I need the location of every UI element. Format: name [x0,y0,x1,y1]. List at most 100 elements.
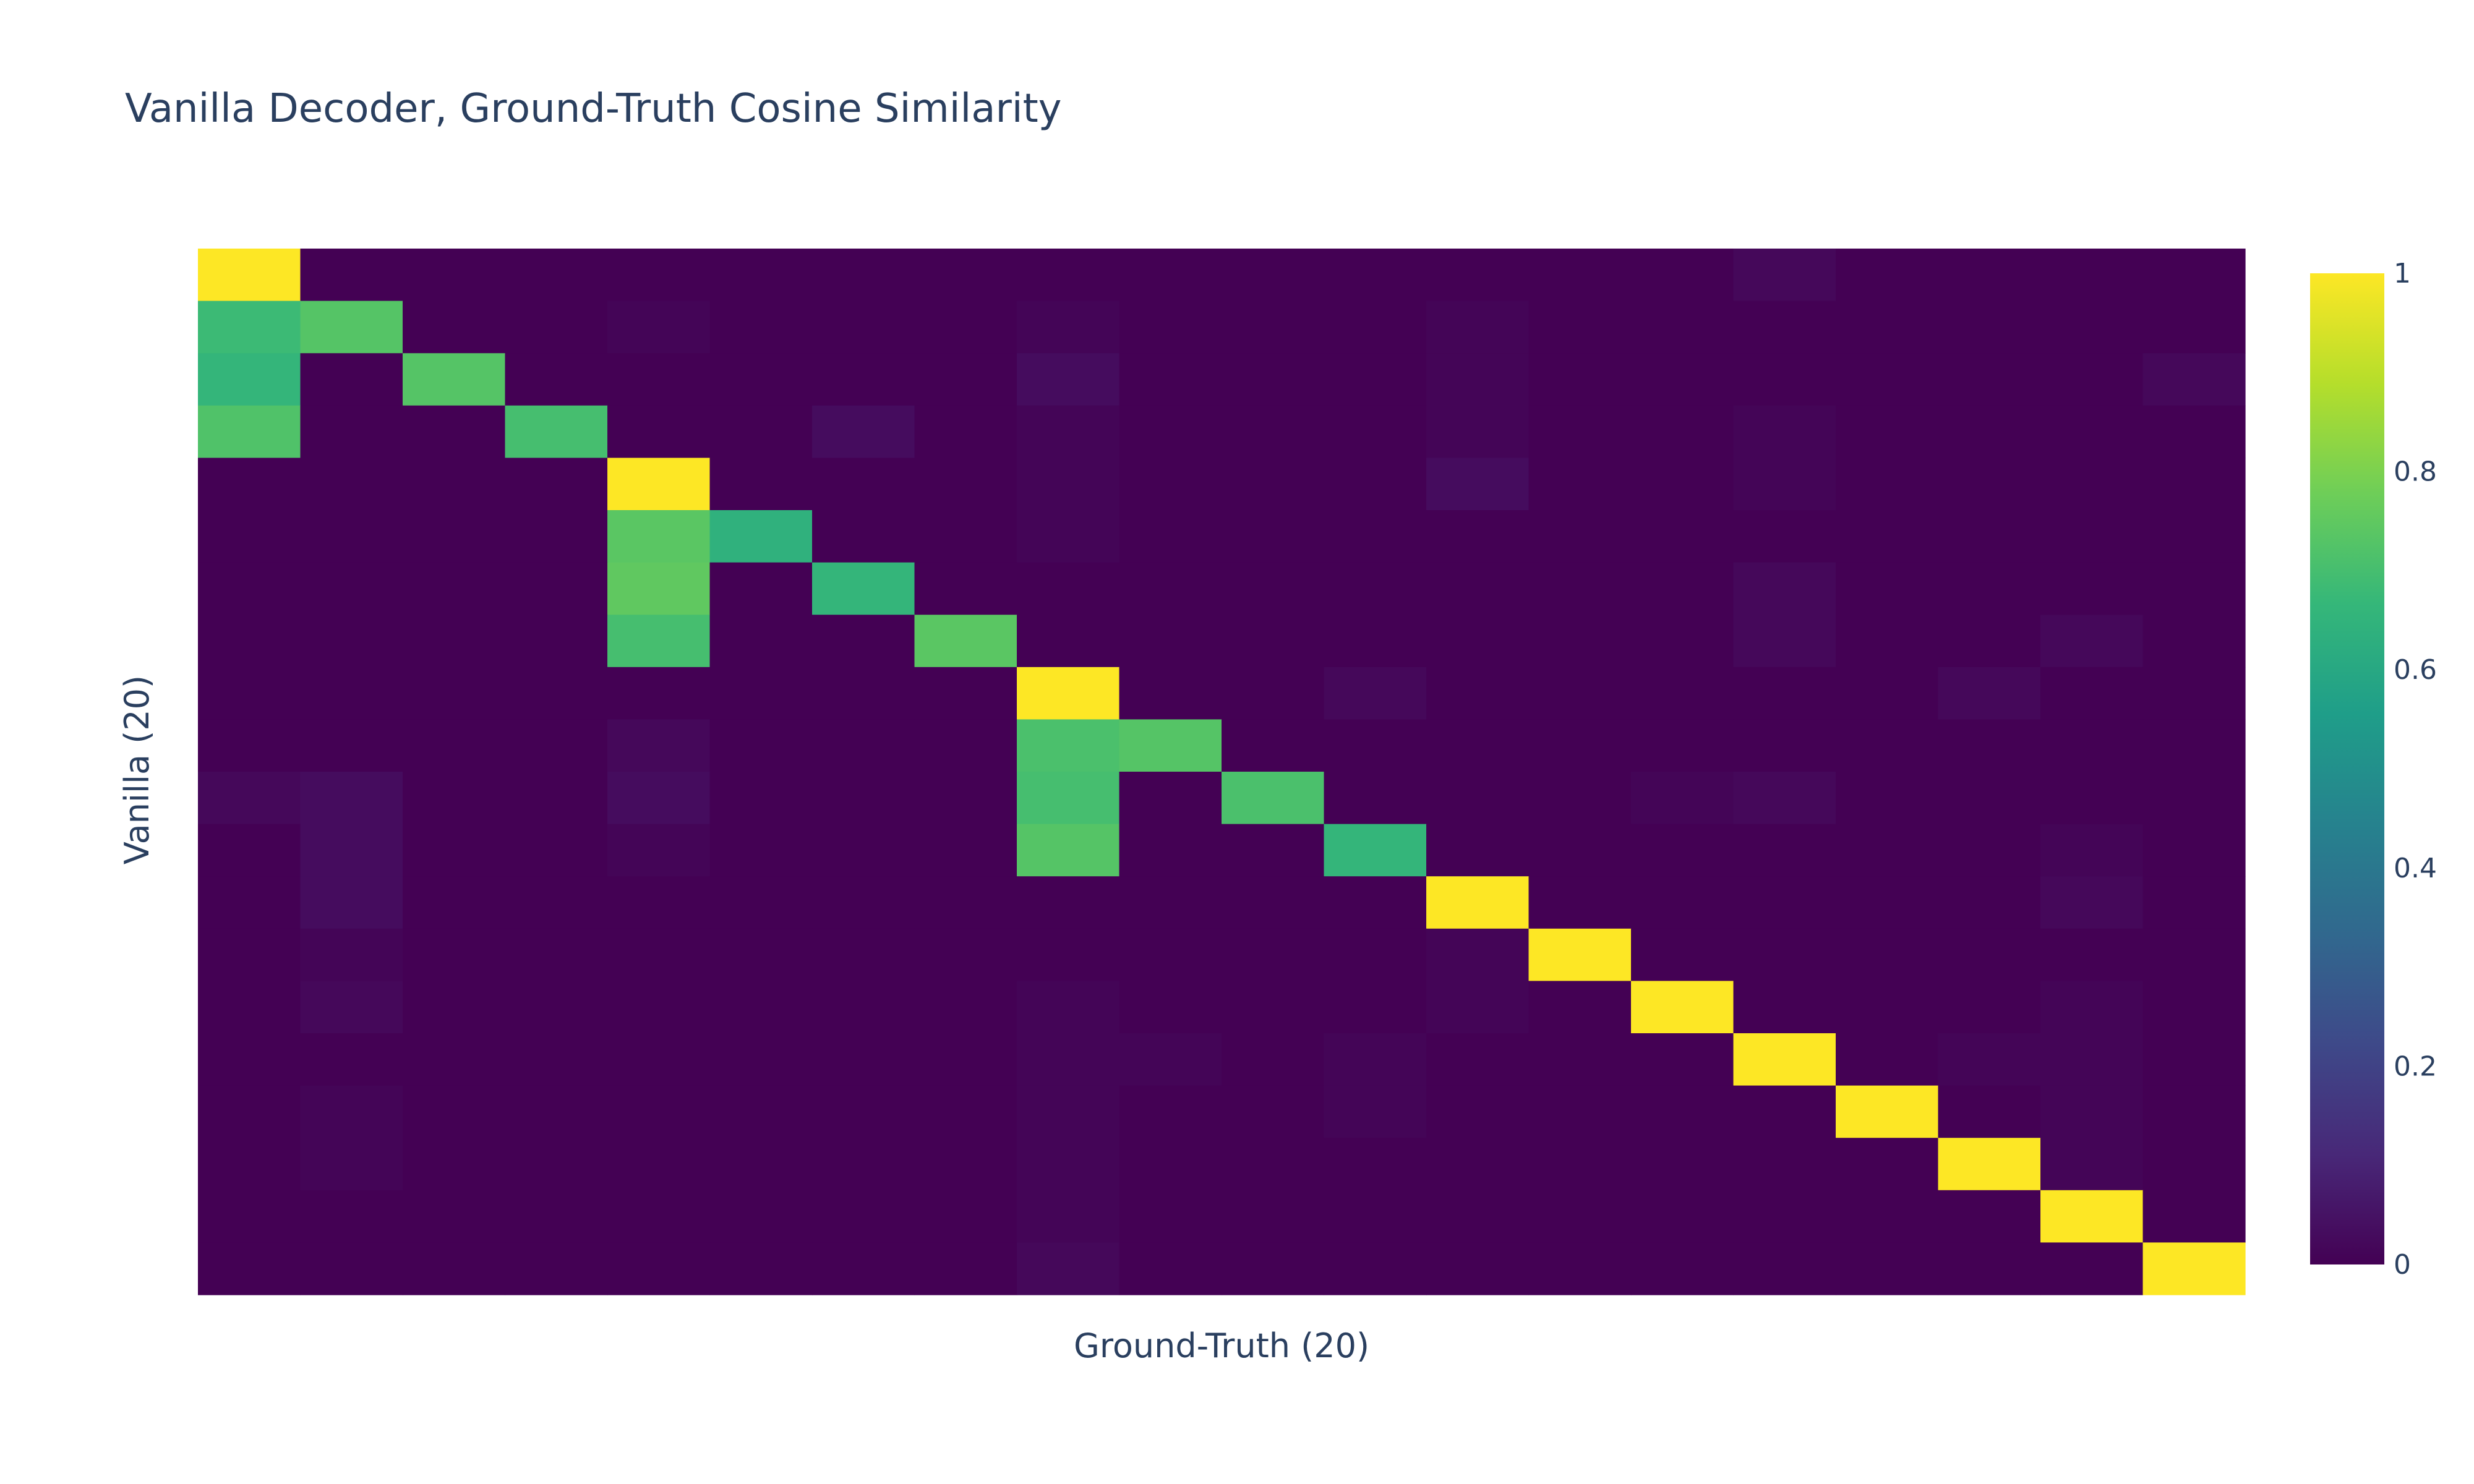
heatmap-cell [1733,458,1836,511]
heatmap-cell [1222,719,1325,772]
heatmap-cell [198,981,301,1034]
heatmap-cell [1324,562,1427,615]
heatmap-cell [1938,928,2041,981]
heatmap-cell [812,1085,915,1138]
heatmap-cell [1324,719,1427,772]
heatmap-cell [2040,928,2144,981]
heatmap-cell [1733,1138,1836,1191]
heatmap-cell [1324,876,1427,929]
heatmap-cell [1733,510,1836,563]
heatmap-cell [1528,824,1632,877]
heatmap-cell [607,353,711,406]
heatmap-cell [2142,562,2246,615]
heatmap-cell [198,301,301,354]
heatmap-cell [1426,510,1530,563]
heatmap-cell [2040,1085,2144,1138]
heatmap-cell [1938,1085,2041,1138]
heatmap-cell [1631,719,1734,772]
heatmap-cell [1222,405,1325,458]
heatmap-cell [1938,876,2041,929]
heatmap-cell [1528,719,1632,772]
heatmap-cell [300,1033,403,1086]
heatmap-cell [403,353,506,406]
heatmap-cell [300,353,403,406]
heatmap-cell [198,1085,301,1138]
heatmap-cell [198,458,301,511]
heatmap-cell [505,1138,608,1191]
heatmap-cell [403,1033,506,1086]
heatmap-cell [914,458,1017,511]
colorbar [2310,273,2384,1264]
heatmap-cell [198,1138,301,1191]
heatmap-cell [198,1242,301,1295]
heatmap-cells [198,249,2246,1295]
heatmap-cell [1017,301,1120,354]
heatmap-cell [1528,1138,1632,1191]
heatmap-cell [505,301,608,354]
heatmap-cell [812,1138,915,1191]
heatmap-cell [1938,1138,2041,1191]
heatmap-cell [1631,353,1734,406]
heatmap-cell [812,876,915,929]
heatmap-cell [1324,928,1427,981]
heatmap-cell [607,1138,711,1191]
heatmap-cell [505,405,608,458]
heatmap-cell [198,562,301,615]
heatmap-cell [709,667,813,720]
heatmap-cell [2040,510,2144,563]
heatmap-cell [1017,562,1120,615]
heatmap-cell [1938,1033,2041,1086]
heatmap-cell [607,824,711,877]
heatmap-cell [914,981,1017,1034]
heatmap-cell [914,824,1017,877]
heatmap-cell [403,824,506,877]
y-axis-title: Vanilla (20) [118,675,156,864]
heatmap-cell [914,1138,1017,1191]
heatmap-cell [1119,562,1222,615]
heatmap-cell [2142,510,2246,563]
heatmap-cell [607,981,711,1034]
heatmap-cell [198,719,301,772]
heatmap-cell [1324,301,1427,354]
heatmap-cell [709,772,813,825]
heatmap-cell [812,458,915,511]
heatmap-cell [1426,615,1530,668]
heatmap-cell [1324,772,1427,825]
heatmap-cell [1426,1242,1530,1295]
heatmap-cell [1631,1190,1734,1243]
heatmap-cell [1836,249,1939,302]
colorbar-tick-label: 1 [2394,258,2411,289]
colorbar-tick-label: 0.4 [2394,853,2437,884]
heatmap-cell [1017,772,1120,825]
heatmap-cell [709,719,813,772]
heatmap-cell [1733,928,1836,981]
colorbar-tick-label: 0.8 [2394,456,2437,488]
heatmap-cell [1528,249,1632,302]
heatmap-cell [300,876,403,929]
heatmap-cell [914,249,1017,302]
heatmap-cell [1836,824,1939,877]
heatmap-cell [1938,1242,2041,1295]
heatmap-cell [1222,1033,1325,1086]
heatmap-cell [1528,876,1632,929]
heatmap-cell [1733,562,1836,615]
heatmap-cell [1017,353,1120,406]
heatmap-cell [607,301,711,354]
heatmap-cell [1119,1138,1222,1191]
heatmap-cell [812,1242,915,1295]
heatmap-cell [403,876,506,929]
heatmap-cell [505,1190,608,1243]
heatmap-cell [1733,824,1836,877]
heatmap-cell [1324,824,1427,877]
heatmap-cell [1938,667,2041,720]
heatmap-cell [914,928,1017,981]
heatmap-cell [1119,301,1222,354]
heatmap-cell [1733,1033,1836,1086]
heatmap-cell [505,249,608,302]
heatmap-cell [1426,719,1530,772]
heatmap-cell [198,876,301,929]
heatmap-cell [1938,562,2041,615]
heatmap-cell [1733,301,1836,354]
heatmap-cell [2040,615,2144,668]
heatmap-cell [1119,510,1222,563]
